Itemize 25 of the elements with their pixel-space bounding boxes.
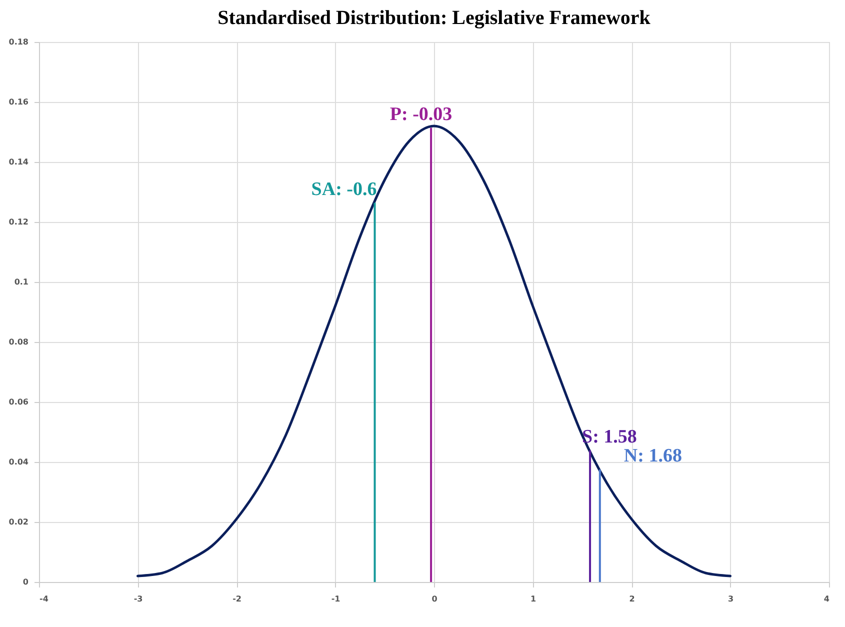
ref-line-label: S: 1.58 [582, 426, 637, 448]
x-tick-label: 1 [530, 594, 536, 604]
y-tick-label: 0.14 [8, 158, 29, 166]
y-tick-label: 0 [22, 578, 29, 586]
x-tick-label: -3 [134, 594, 143, 604]
y-tick-label: 0.06 [8, 398, 29, 406]
ref-line-label: P: -0.03 [390, 104, 452, 125]
y-tick-label: 0.16 [8, 98, 29, 106]
x-tick-label: -4 [40, 594, 49, 604]
x-tick-label: -2 [232, 594, 242, 604]
x-tick-label: 4 [824, 594, 830, 604]
ref-line-label: SA: -0.6 [311, 178, 377, 200]
y-tick-label: 0.12 [8, 218, 28, 226]
ref-line-label: N: 1.68 [624, 446, 682, 467]
x-tick-label: 0 [432, 594, 438, 604]
y-tick-label: 0.18 [8, 38, 29, 46]
y-tick-label: 0.02 [8, 518, 28, 526]
chart-title: Standardised Distribution: Legislative Framework [218, 7, 652, 29]
y-tick-label: 0.1 [14, 278, 29, 286]
y-tick-label: 0.08 [8, 338, 29, 346]
y-tick-label: 0.04 [8, 458, 29, 466]
line-series [136, 124, 732, 578]
x-tick-label: -1 [331, 594, 341, 604]
x-tick-label: 3 [728, 594, 734, 604]
x-tick-label: 2 [629, 594, 635, 604]
